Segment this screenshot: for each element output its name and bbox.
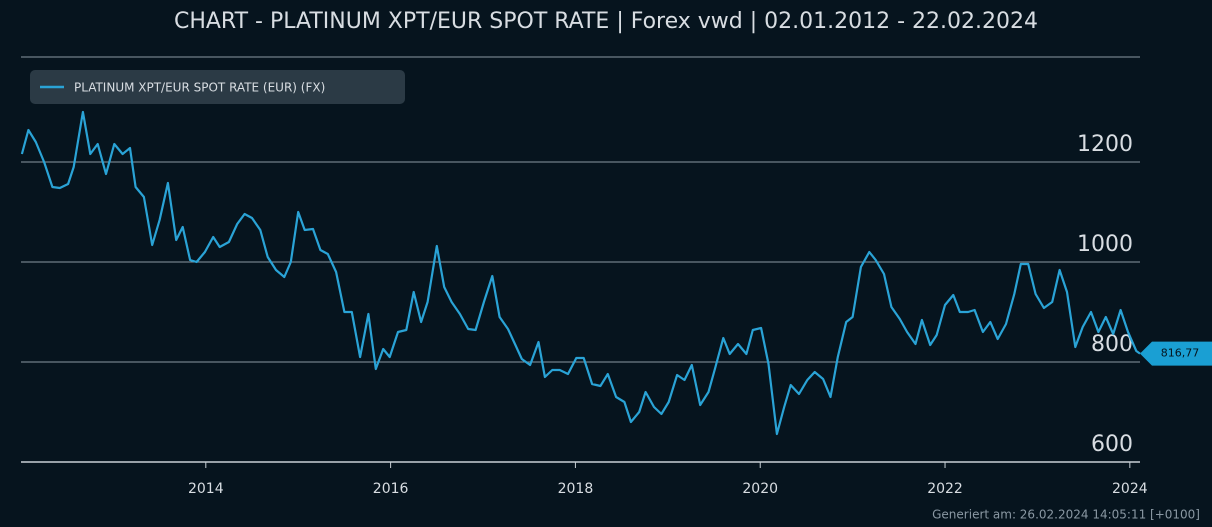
x-tick-label: 2018 [558,481,594,497]
y-tick-label: 800 [1091,332,1133,357]
legend-box [30,70,405,104]
series-line [20,110,1141,436]
y-tick-label: 1000 [1077,232,1133,257]
value-tag [1140,341,1212,366]
chart-title: CHART - PLATINUM XPT/EUR SPOT RATE | For… [174,9,1038,34]
y-tick-label: 600 [1091,432,1133,457]
legend-label: PLATINUM XPT/EUR SPOT RATE (EUR) (FX) [74,81,325,95]
x-tick-label: 2016 [373,481,409,497]
legend: PLATINUM XPT/EUR SPOT RATE (EUR) (FX) [30,70,405,104]
y-tick-label: 1200 [1077,132,1133,157]
footnote: Generiert am: 26.02.2024 14:05:11 [+0100… [932,508,1200,522]
x-tick-label: 2022 [927,481,963,497]
x-tick-label: 2020 [742,481,778,497]
value-tag-label: 816,77 [1161,347,1200,360]
x-tick-label: 2024 [1112,481,1148,497]
x-tick-label: 2014 [188,481,224,497]
